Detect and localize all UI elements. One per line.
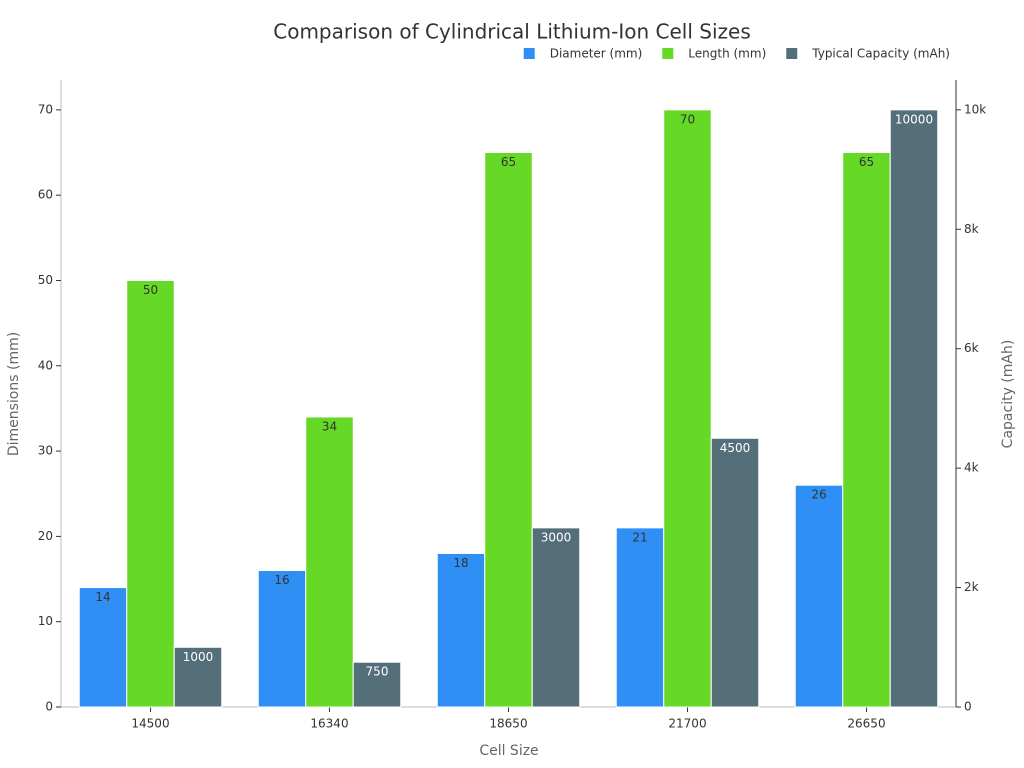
legend-swatch <box>662 48 674 59</box>
bar <box>436 552 486 708</box>
legend-label: Length (mm) <box>688 47 766 61</box>
data-label: 1000 <box>183 650 214 664</box>
bar <box>842 152 891 708</box>
data-label: 750 <box>366 665 389 679</box>
data-label: 3000 <box>541 530 572 544</box>
y2-tick-label: 2k <box>964 580 979 594</box>
data-label: 21 <box>632 530 647 544</box>
y-tick-label: 20 <box>38 529 53 543</box>
x-tick-label: 18650 <box>489 717 527 731</box>
y2-tick-label: 10k <box>964 102 986 116</box>
x-tick-label: 16340 <box>310 717 348 731</box>
data-label: 65 <box>501 155 516 169</box>
bar <box>78 587 128 708</box>
y-tick-label: 0 <box>45 700 53 714</box>
y-axis-label: Dimensions (mm) <box>6 332 22 456</box>
bar <box>615 527 665 708</box>
legend-label: Typical Capacity (mAh) <box>811 47 950 61</box>
x-axis-label: Cell Size <box>479 743 538 759</box>
bar <box>352 661 402 708</box>
bar <box>126 279 175 708</box>
bar <box>663 109 712 708</box>
bar <box>710 437 760 708</box>
y2-tick-label: 6k <box>964 341 979 355</box>
y-tick-label: 60 <box>38 188 53 202</box>
y2-tick-label: 4k <box>964 461 979 475</box>
y-tick-label: 50 <box>38 273 53 287</box>
chart-title: Comparison of Cylindrical Lithium-Ion Ce… <box>273 20 751 44</box>
y2-axis-label: Capacity (mAh) <box>1000 340 1016 449</box>
data-label: 70 <box>680 112 695 126</box>
y-tick-label: 10 <box>38 614 53 628</box>
y-tick-label: 70 <box>38 102 53 116</box>
bar <box>173 646 223 708</box>
y-tick-label: 40 <box>38 358 53 372</box>
y2-tick-label: 0 <box>964 700 972 714</box>
data-label: 34 <box>322 419 337 433</box>
data-label: 16 <box>274 573 289 587</box>
data-label: 26 <box>811 488 826 502</box>
legend-swatch <box>786 48 798 59</box>
bar <box>305 416 354 708</box>
bar <box>257 570 307 708</box>
data-label: 50 <box>143 283 158 297</box>
data-label: 10000 <box>895 112 933 126</box>
y2-tick-label: 8k <box>964 222 979 236</box>
x-tick-label: 21700 <box>668 717 706 731</box>
x-tick-label: 26650 <box>847 717 885 731</box>
x-tick-label: 14500 <box>131 717 169 731</box>
legend-label: Diameter (mm) <box>550 47 643 61</box>
data-label: 65 <box>859 155 874 169</box>
data-label: 4500 <box>720 441 751 455</box>
bar <box>889 109 939 708</box>
bar <box>531 527 581 708</box>
bar <box>484 152 533 708</box>
legend-swatch <box>523 48 535 59</box>
y-tick-label: 30 <box>38 444 53 458</box>
data-label: 18 <box>453 556 468 570</box>
bar <box>794 484 844 708</box>
data-label: 14 <box>95 590 110 604</box>
